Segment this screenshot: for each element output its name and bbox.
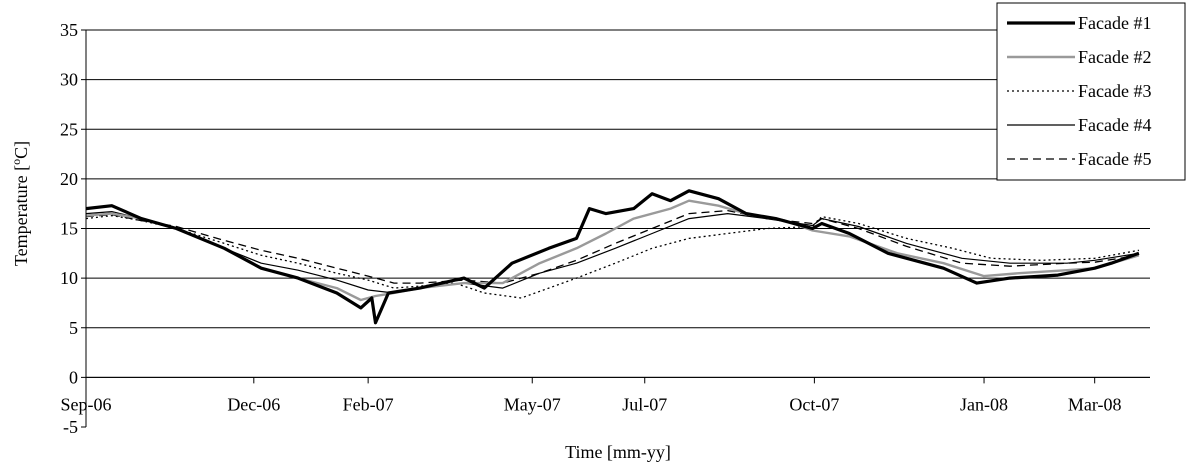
y-tick-label: 30 [60, 70, 78, 90]
legend-label: Facade #2 [1078, 47, 1151, 67]
y-tick-label: 0 [69, 367, 78, 387]
y-axis-label: Temperature [oC] [9, 141, 31, 266]
x-tick-label: May-07 [504, 394, 561, 414]
y-tick-label: 15 [60, 219, 78, 239]
y-axis-ticks: -5 0 5 10 15 20 25 30 35 [60, 20, 86, 437]
x-tick-label: Oct-07 [789, 394, 839, 414]
y-tick-label: 10 [60, 268, 78, 288]
y-axis-label-superscript: o [9, 159, 23, 165]
x-tick-label: Mar-08 [1068, 394, 1122, 414]
legend: Facade #1 Facade #2 Facade #3 Facade #4 Faca… [996, 2, 1186, 181]
y-axis-label-unit: C] [11, 141, 31, 159]
x-tick-label: Jan-08 [960, 394, 1008, 414]
legend-label: Facade #1 [1078, 13, 1151, 33]
x-tick-label: Dec-06 [227, 394, 280, 414]
series-line-facade-5 [85, 209, 1140, 284]
y-tick-label: -5 [63, 417, 78, 437]
series-line-facade-3 [85, 214, 1140, 299]
y-tick-label: 35 [60, 20, 78, 40]
gridlines [86, 29, 1150, 378]
x-tick-label: Feb-07 [343, 394, 394, 414]
x-tick-label: Jul-07 [622, 394, 667, 414]
y-tick-label: 25 [60, 119, 78, 139]
legend-label: Facade #3 [1078, 81, 1151, 101]
x-axis-ticks: Sep-06 Dec-06 Feb-07 May-07 Jul-07 Oct-07 Jan-… [61, 377, 1122, 414]
data-series [85, 189, 1140, 325]
y-axis-label-main: Temperature [ [11, 165, 31, 266]
y-tick-label: 5 [69, 318, 78, 338]
x-axis-label: Time [mm-yy] [565, 442, 671, 462]
legend-label: Facade #4 [1078, 115, 1151, 135]
series-line-facade-1 [85, 189, 1140, 325]
series-line-facade-2 [85, 199, 1140, 302]
legend-label: Facade #5 [1078, 149, 1151, 169]
y-tick-label: 20 [60, 169, 78, 189]
series-line-facade-4 [85, 211, 1139, 294]
